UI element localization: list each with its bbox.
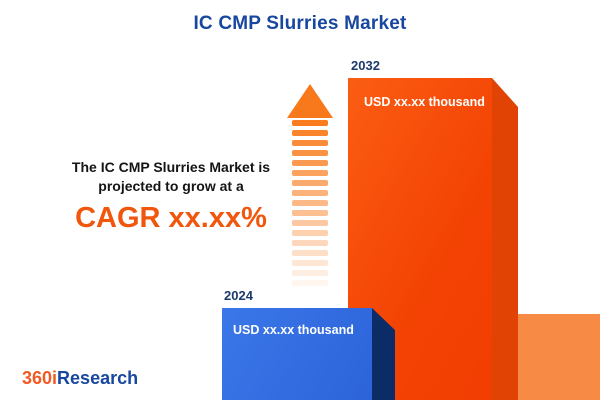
bar-2032-base-panel: [518, 314, 600, 400]
arrow-up-icon: [287, 84, 333, 118]
arrow-stripe: [292, 230, 328, 236]
arrow-stripe: [292, 160, 328, 166]
chart-title: IC CMP Slurries Market: [193, 13, 407, 34]
brand-logo-prefix: 360i: [22, 368, 58, 388]
bar-2032-value-label: USD xx.xx thousand: [364, 95, 485, 109]
arrow-stripe: [292, 130, 328, 136]
description-line-1: The IC CMP Slurries Market is: [71, 159, 271, 175]
arrow-stripe: [292, 190, 328, 196]
bar-2024-year-label: 2024: [224, 288, 253, 303]
arrow-stripe: [292, 180, 328, 186]
arrow-stripe: [292, 260, 328, 266]
bar-2024-side-face: [372, 308, 395, 400]
bar-2032-year-label: 2032: [351, 58, 380, 73]
arrow-stripe: [292, 140, 328, 146]
brand-logo-suffix: Research: [57, 368, 139, 388]
arrow-stripe: [292, 150, 328, 156]
arrow-stripe: [292, 220, 328, 226]
arrow-stripe: [292, 240, 328, 246]
bar-2024-value-label: USD xx.xx thousand: [233, 323, 354, 337]
arrow-stripe: [292, 250, 328, 256]
arrow-stripe: [292, 270, 328, 276]
arrow-stripe: [292, 280, 328, 286]
growth-arrow-icon: [287, 84, 333, 118]
arrow-stripe: [292, 200, 328, 206]
arrow-stripe: [292, 210, 328, 216]
brand-logo: 360iResearch: [22, 368, 138, 389]
bar-2024: [222, 308, 372, 400]
growth-arrow-stripes: [292, 120, 328, 286]
bar-2032-side-face: [492, 78, 518, 400]
description-text: The IC CMP Slurries Market is projected …: [40, 158, 302, 196]
arrow-stripe: [292, 120, 328, 126]
cagr-highlight: CAGR xx.xx%: [75, 202, 267, 234]
description-line-2: projected to grow at a: [98, 178, 244, 194]
arrow-stripe: [292, 170, 328, 176]
